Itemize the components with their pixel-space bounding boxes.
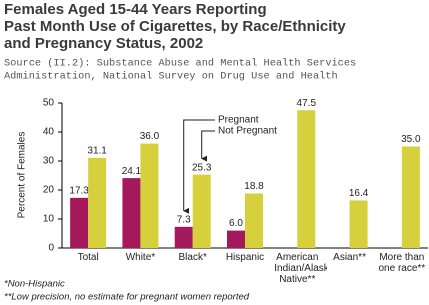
x-tick-label: Total — [77, 252, 99, 263]
y-tick-label: 30 — [43, 156, 55, 167]
source-line: Administration, National Survey on Drug … — [4, 71, 338, 83]
y-tick-label: 40 — [43, 127, 55, 138]
chart-title-line: Females Aged 15-44 Years Reporting — [4, 1, 267, 18]
bar — [140, 143, 159, 248]
x-tick-label: Hispanic — [225, 252, 265, 263]
bar — [174, 226, 193, 248]
value-label: 7.3 — [177, 214, 191, 225]
bar — [401, 146, 420, 248]
value-label: 25.3 — [192, 162, 212, 173]
y-axis-label: Percent of Females — [17, 132, 28, 219]
value-label: 18.8 — [244, 181, 264, 192]
footnote: **Low precision, no estimate for pregnan… — [4, 292, 250, 303]
x-tick-label-box: Hispanic — [225, 252, 265, 263]
value-label: 16.4 — [349, 188, 369, 199]
source-line: Source (II.2): Substance Abuse and Menta… — [4, 58, 356, 70]
value-label: 6.0 — [229, 218, 243, 229]
bar — [349, 200, 368, 248]
y-tick-label: 0 — [48, 243, 54, 254]
value-label: 47.5 — [297, 98, 317, 109]
y-tick-label: 10 — [43, 214, 55, 225]
bar — [297, 110, 316, 248]
x-tick-label: White* — [125, 252, 156, 263]
bar — [88, 157, 107, 248]
x-tick-label-box: More than one race** — [378, 252, 426, 274]
value-label: 31.1 — [87, 145, 107, 156]
value-label: 35.0 — [401, 134, 421, 145]
bar — [245, 193, 263, 248]
bar — [122, 178, 141, 248]
bar — [227, 230, 245, 248]
x-tick-label-box: Asian** — [333, 252, 366, 263]
legend-arrow — [201, 130, 215, 162]
value-label: 17.3 — [69, 185, 89, 196]
legend-label: Pregnant — [218, 115, 259, 126]
x-tick-label-box: White* — [125, 252, 156, 263]
x-tick-label: Asian** — [333, 252, 366, 263]
y-tick-label: 50 — [43, 98, 55, 109]
x-tick-label-box: Black* — [178, 252, 207, 263]
y-tick-label: 20 — [43, 185, 55, 196]
value-label: 36.0 — [140, 131, 160, 142]
chart-title-line: and Pregnancy Status, 2002 — [4, 35, 203, 52]
x-tick-label: Black* — [178, 252, 207, 263]
value-label: 24.1 — [122, 166, 142, 177]
x-tick-label: American Indian/Alaska Native** — [274, 252, 328, 285]
bar — [192, 174, 211, 248]
x-tick-label: More than one race** — [378, 252, 426, 274]
legend-label: Not Pregnant — [218, 126, 277, 137]
x-tick-label-box: Total — [77, 252, 99, 263]
chart-title-line: Past Month Use of Cigarettes, by Race/Et… — [4, 18, 346, 35]
legend-arrow — [183, 119, 215, 214]
footnote: *Non-Hispanic — [4, 279, 65, 290]
x-tick-label-box: American Indian/Alaska Native** — [274, 252, 328, 285]
bar — [70, 197, 89, 248]
